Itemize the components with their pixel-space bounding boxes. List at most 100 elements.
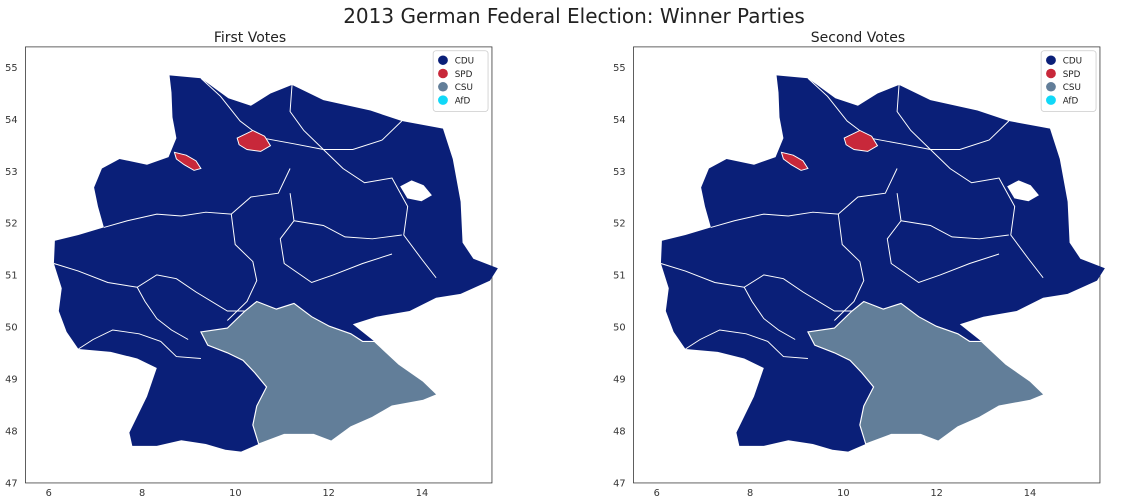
y-tick: 49 [613,375,625,386]
legend: CDU SPD CSU AfD [1040,50,1097,112]
state-border [660,263,853,312]
region-spd-hamburg [843,129,879,152]
y-tick: 48 [5,426,17,437]
legend-label: AfD [1063,97,1079,107]
state-border [896,84,1010,150]
x-tick-label: 14 [416,488,428,499]
legend-label: SPD [455,70,473,80]
map-regions [660,75,1105,452]
y-tick-label: 48 [613,426,625,437]
state-border [323,149,437,279]
state-border [227,214,258,321]
region-csu-bavaria [200,300,439,445]
y-tick-label: 55 [5,63,17,74]
x-tick: 12 [930,488,942,499]
state-border [930,149,1044,279]
panel-title: Second Votes [810,30,906,46]
y-tick-label: 50 [613,323,625,334]
y-tick: 54 [613,115,625,126]
state-border [807,77,931,150]
y-tick-label: 48 [5,426,17,437]
x-tick-label: 8 [747,488,753,499]
map-canvas-second: 6 8 10 12 14 55 54 53 52 51 50 49 48 47 CDU SPD CSU AfD [613,46,1105,499]
x-tick-label: 14 [1024,488,1036,499]
x-tick: 14 [1024,488,1036,499]
legend-box [432,50,489,112]
y-tick-label: 49 [5,375,17,386]
y-tick-label: 51 [5,271,17,282]
y-tick: 52 [5,219,17,230]
y-tick-label: 53 [5,167,17,178]
legend-marker [1046,55,1056,65]
x-tick: 8 [747,488,753,499]
y-tick-label: 52 [5,219,17,230]
x-tick-label: 10 [837,488,849,499]
y-tick: 52 [613,219,625,230]
x-tick: 10 [229,488,241,499]
legend-marker [438,55,448,65]
region-spd-bremen [780,151,809,171]
y-tick: 47 [5,478,17,489]
legend-marker [438,68,448,79]
x-tick-label: 10 [229,488,241,499]
y-tick: 51 [613,271,625,282]
legend-label: SPD [1063,70,1081,80]
y-tick-label: 47 [5,478,17,489]
x-tick: 10 [837,488,849,499]
y-tick: 53 [613,167,625,178]
map-scaled: 6 8 10 12 14 55 54 53 52 51 50 49 48 47 CDU SPD CSU AfD [613,46,1105,499]
state-border [103,168,291,228]
map-regions [53,75,498,452]
x-tick: 6 [654,488,660,499]
legend-marker [438,82,448,92]
y-tick-label: 52 [613,219,625,230]
region-spd-bremen [173,151,202,171]
x-tick-label: 6 [654,488,660,499]
legend-label: CDU [1063,57,1082,67]
y-tick: 51 [5,271,17,282]
y-tick-label: 54 [613,115,625,126]
figure-title: 2013 German Federal Election: Winner Par… [343,4,805,28]
x-tick-label: 6 [46,488,52,499]
y-tick-label: 50 [5,323,17,334]
berlin-area [400,180,432,202]
y-tick: 50 [613,323,625,334]
panel-title: First Votes [213,30,287,46]
x-tick-label: 12 [322,488,334,499]
legend-label: AfD [455,97,471,107]
map-panel-second-votes: Second Votes 6 8 10 12 14 55 54 53 52 51 50 49 48 47 C… [608,26,1108,504]
legend-box [1040,50,1097,112]
region-spd-hamburg [236,129,272,152]
legend-marker [438,95,448,105]
state-border [834,214,865,321]
berlin-area [1007,180,1039,202]
legend: CDU SPD CSU AfD [432,50,489,112]
y-tick-label: 51 [613,271,625,282]
state-border [886,193,1000,284]
legend-marker [1046,68,1056,79]
y-tick: 53 [5,167,17,178]
y-tick: 49 [5,375,17,386]
x-tick: 8 [139,488,145,499]
state-border [710,168,898,228]
x-tick: 12 [322,488,334,499]
state-border [53,263,246,312]
legend-label: CSU [455,83,473,93]
state-border [279,193,393,284]
state-border [900,220,1009,240]
legend-marker [1046,95,1056,105]
y-tick: 54 [5,115,17,126]
y-tick: 48 [613,426,625,437]
legend-marker [1046,82,1056,92]
y-tick-label: 53 [613,167,625,178]
legend-label: CDU [455,57,474,67]
state-border [200,77,324,150]
map-scaled: 6 8 10 12 14 55 54 53 52 51 50 49 48 47 CDU SPD CSU AfD [5,46,498,499]
x-tick-label: 12 [930,488,942,499]
legend-label: CSU [1063,83,1081,93]
x-tick: 14 [416,488,428,499]
state-border [136,287,189,340]
state-border [743,287,796,340]
state-border [293,220,402,240]
y-tick: 55 [613,63,625,74]
